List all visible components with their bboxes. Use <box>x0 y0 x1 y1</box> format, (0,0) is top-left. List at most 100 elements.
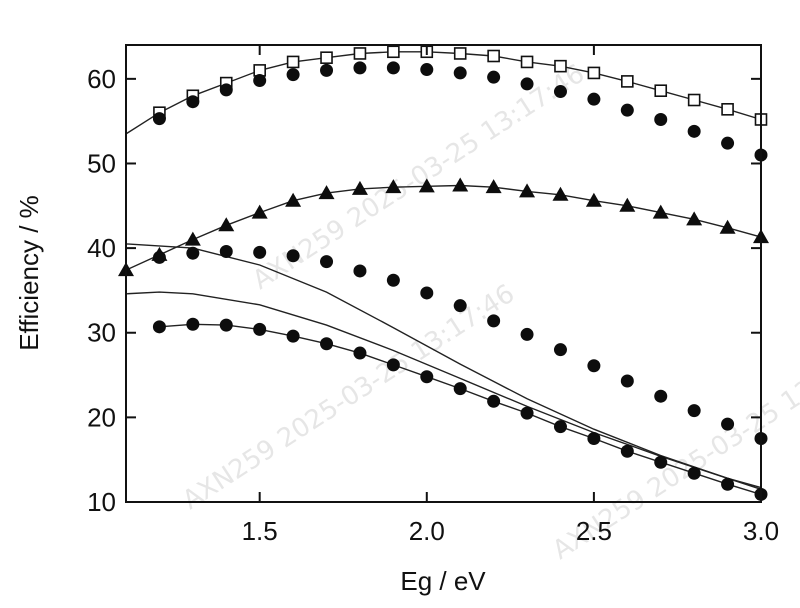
data-point-square <box>353 47 367 60</box>
data-point-circle <box>353 264 367 278</box>
data-point-circle <box>453 66 467 80</box>
data-point-circle <box>620 444 634 458</box>
data-point-circle <box>386 273 400 287</box>
data-point-circle <box>453 382 467 396</box>
data-point-triangle <box>318 185 335 200</box>
data-point-circle <box>721 136 735 150</box>
data-point-triangle <box>485 179 502 194</box>
watermark-text: AXN259 2025-03-25 13:17:46 <box>177 279 520 516</box>
data-point-square <box>621 75 634 88</box>
x-tick-label: 3.0 <box>743 516 779 546</box>
data-point-triangle <box>686 211 703 226</box>
data-point-triangle <box>351 180 368 195</box>
data-point-circle <box>620 103 634 117</box>
data-point-circle <box>587 92 601 106</box>
data-point-circle <box>721 417 735 431</box>
y-tick-label: 50 <box>87 148 116 178</box>
data-point-square <box>520 55 534 69</box>
data-point-circle <box>186 95 200 109</box>
data-point-circle <box>286 329 300 343</box>
data-point-circle <box>420 370 434 384</box>
tick-layer: 10 20 30 40 50 60 1.5 2.0 2.5 3.0 <box>87 45 779 546</box>
watermark-layer: AXN259 2025-03-25 13:17:46 AXN259 2025-0… <box>177 59 800 566</box>
data-point-triangle <box>285 192 302 207</box>
data-point-triangle <box>552 186 569 201</box>
data-point-circle <box>687 404 701 418</box>
x-axis-label: Eg / eV <box>400 566 486 596</box>
data-point-square <box>487 49 500 63</box>
data-point-circle <box>587 359 601 373</box>
data-point-triangle <box>385 179 402 194</box>
data-point-circle <box>487 314 501 328</box>
data-point-circle <box>453 299 467 313</box>
data-point-circle <box>219 244 233 258</box>
y-tick-label: 40 <box>87 233 116 263</box>
series-line-solid-line-lower <box>125 291 762 490</box>
x-tick-label: 2.0 <box>409 516 445 546</box>
data-point-circle <box>219 83 233 97</box>
data-point-circle <box>286 68 300 82</box>
data-point-triangle <box>652 204 669 219</box>
data-point-triangle <box>519 183 536 198</box>
data-point-circle <box>654 112 668 126</box>
data-point-circle <box>620 374 634 388</box>
data-point-circle <box>219 318 233 332</box>
data-point-circle <box>253 245 267 259</box>
data-point-circle <box>487 394 501 408</box>
data-point-circle <box>487 70 501 84</box>
x-tick-label: 2.5 <box>576 516 612 546</box>
y-tick-label: 30 <box>87 318 116 348</box>
data-point-circle <box>687 466 701 480</box>
data-point-circle <box>654 389 668 403</box>
data-point-circle <box>152 112 166 126</box>
data-point-circle <box>386 358 400 372</box>
y-tick-label: 10 <box>87 487 116 517</box>
data-point-circle <box>553 85 567 99</box>
data-point-circle <box>186 317 200 331</box>
series-line-filled-triangles-line <box>125 184 762 271</box>
data-point-triangle <box>619 197 636 212</box>
data-point-circle <box>721 477 735 491</box>
data-point-square <box>554 59 567 73</box>
data-point-triangle <box>719 219 736 234</box>
data-point-square <box>286 55 300 69</box>
data-point-square <box>387 45 400 59</box>
data-point-circle <box>520 327 534 341</box>
data-point-square <box>721 103 734 116</box>
data-point-square <box>654 84 668 97</box>
data-point-circle <box>386 61 400 75</box>
data-point-circle <box>253 74 267 88</box>
data-point-circle <box>152 250 166 264</box>
data-point-triangle <box>218 217 235 232</box>
series-line-solid-line-upper <box>125 243 762 489</box>
data-point-square <box>453 47 467 60</box>
data-point-circle <box>553 343 567 357</box>
data-point-circle <box>152 320 166 334</box>
data-point-circle <box>253 322 267 336</box>
data-point-circle <box>553 420 567 434</box>
data-point-circle <box>320 337 334 351</box>
data-point-circle <box>520 77 534 91</box>
data-point-circle <box>420 286 434 300</box>
y-tick-label: 60 <box>87 64 116 94</box>
data-point-triangle <box>251 204 268 219</box>
watermark-text: AXN259 2025-03-25 13:17:46 <box>247 59 590 296</box>
data-point-circle <box>286 249 300 263</box>
data-point-square <box>320 51 333 64</box>
data-point-circle <box>320 255 334 269</box>
data-point-circle <box>654 455 668 469</box>
y-tick-label: 20 <box>87 402 116 432</box>
data-point-circle <box>320 63 334 77</box>
data-point-circle <box>186 246 200 260</box>
data-point-circle <box>420 63 434 77</box>
data-point-circle <box>587 432 601 446</box>
data-point-square <box>687 93 701 107</box>
plot-frame <box>125 44 762 503</box>
series-layer <box>118 45 769 501</box>
data-point-triangle <box>452 177 469 192</box>
data-point-triangle <box>418 178 435 193</box>
data-point-triangle <box>585 192 602 207</box>
data-point-triangle <box>184 231 201 246</box>
y-axis-label: Efficiency / % <box>14 195 44 351</box>
